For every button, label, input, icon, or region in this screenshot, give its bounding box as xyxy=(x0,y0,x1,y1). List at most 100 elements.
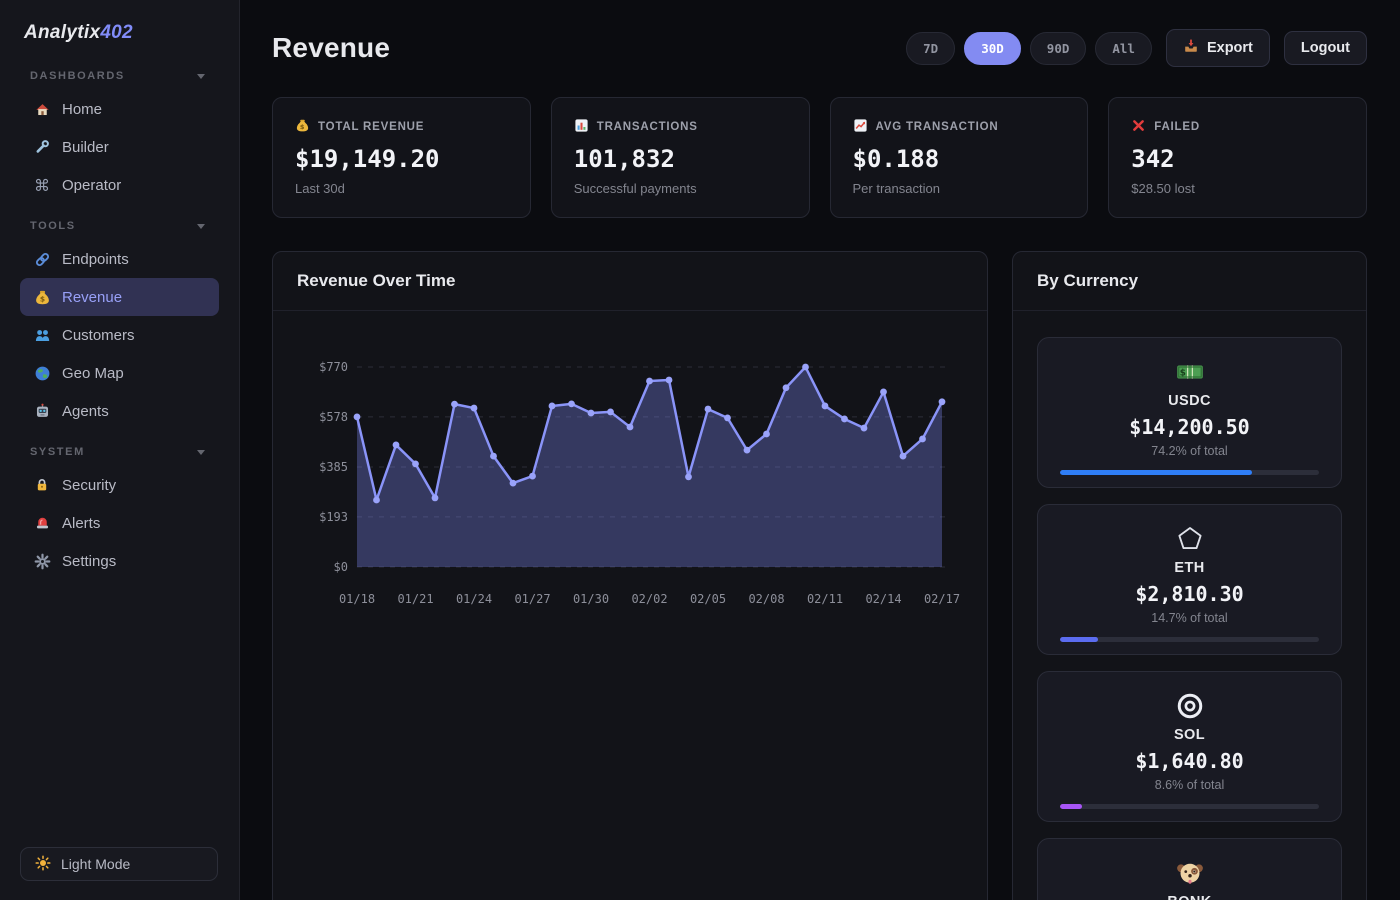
svg-text:$578: $578 xyxy=(319,410,348,424)
siren-icon xyxy=(33,514,51,532)
sidebar-item-revenue[interactable]: $ Revenue xyxy=(20,278,219,316)
sidebar-item-label: Revenue xyxy=(62,289,122,306)
range-button-7d[interactable]: 7D xyxy=(906,32,955,65)
main-content: Revenue 7D 30D 90D All Export Logout $ T… xyxy=(240,0,1400,900)
sidebar-item-builder[interactable]: Builder xyxy=(20,128,219,166)
currency-card-usdc[interactable]: $ USDC $14,200.50 74.2% of total xyxy=(1037,337,1342,488)
currency-progress-track xyxy=(1060,637,1319,642)
page-title: Revenue xyxy=(272,32,390,64)
svg-text:02/14: 02/14 xyxy=(865,592,901,606)
svg-text:$193: $193 xyxy=(319,510,348,524)
svg-text:02/05: 02/05 xyxy=(690,592,726,606)
chevron-down-icon xyxy=(197,450,205,455)
currency-share: 8.6% of total xyxy=(1060,778,1319,792)
svg-text:02/02: 02/02 xyxy=(631,592,667,606)
dog-icon xyxy=(1060,857,1319,889)
sidebar-item-alerts[interactable]: Alerts xyxy=(20,504,219,542)
stat-value: 342 xyxy=(1131,145,1344,173)
export-button[interactable]: Export xyxy=(1166,29,1270,67)
sidebar-item-label: Operator xyxy=(62,177,121,194)
stat-card-total-revenue: $ TOTAL REVENUE $19,149.20 Last 30d xyxy=(272,97,531,218)
currency-card-bonk[interactable]: BONK xyxy=(1037,838,1342,900)
sidebar-item-settings[interactable]: Settings xyxy=(20,542,219,580)
svg-text:$385: $385 xyxy=(319,460,348,474)
sidebar-item-security[interactable]: Security xyxy=(20,466,219,504)
sidebar: Analytix402 DASHBOARDS Home Builder ⌘ Op… xyxy=(0,0,240,900)
section-dashboards[interactable]: DASHBOARDS xyxy=(0,54,239,90)
currency-card-eth[interactable]: ETH $2,810.30 14.7% of total xyxy=(1037,504,1342,655)
sidebar-item-label: Alerts xyxy=(62,515,100,532)
wrench-icon xyxy=(33,138,51,156)
currency-amount: $2,810.30 xyxy=(1060,582,1319,606)
sidebar-item-endpoints[interactable]: Endpoints xyxy=(20,240,219,278)
currency-name: BONK xyxy=(1060,894,1319,900)
currency-list: $ USDC $14,200.50 74.2% of total ETH $2,… xyxy=(1013,311,1366,900)
currency-progress-track xyxy=(1060,804,1319,809)
by-currency-panel: By Currency $ USDC $14,200.50 74.2% of t… xyxy=(1012,251,1367,900)
svg-text:01/24: 01/24 xyxy=(456,592,492,606)
sidebar-item-label: Customers xyxy=(62,327,135,344)
brand-name: Analytix xyxy=(24,22,100,43)
svg-text:01/18: 01/18 xyxy=(339,592,375,606)
currency-panel-title: By Currency xyxy=(1013,252,1366,311)
money-bag-icon: $ xyxy=(295,118,310,136)
stat-label: TOTAL REVENUE xyxy=(318,121,424,133)
users-icon xyxy=(33,326,51,344)
sidebar-item-agents[interactable]: Agents xyxy=(20,392,219,430)
money-bag-icon: $ xyxy=(33,288,51,306)
stat-value: $0.188 xyxy=(853,145,1066,173)
lock-icon xyxy=(33,476,51,494)
currency-card-sol[interactable]: SOL $1,640.80 8.6% of total xyxy=(1037,671,1342,822)
topbar-controls: 7D 30D 90D All Export Logout xyxy=(906,29,1367,67)
range-button-30d[interactable]: 30D xyxy=(964,32,1021,65)
logout-label: Logout xyxy=(1301,40,1350,56)
export-label: Export xyxy=(1207,40,1253,56)
topbar: Revenue 7D 30D 90D All Export Logout xyxy=(272,26,1367,70)
logout-button[interactable]: Logout xyxy=(1284,31,1367,65)
revenue-over-time-panel: Revenue Over Time $770$578$385$193$001/1… xyxy=(272,251,988,900)
sidebar-item-customers[interactable]: Customers xyxy=(20,316,219,354)
bar-chart-icon xyxy=(574,118,589,136)
robot-icon xyxy=(33,402,51,420)
pentagon-icon xyxy=(1060,523,1319,555)
currency-share: 14.7% of total xyxy=(1060,611,1319,625)
currency-name: USDC xyxy=(1060,393,1319,409)
sidebar-item-operator[interactable]: ⌘ Operator xyxy=(20,166,219,204)
svg-text:$: $ xyxy=(1179,368,1185,378)
sidebar-item-label: Agents xyxy=(62,403,109,420)
chevron-down-icon xyxy=(197,74,205,79)
light-mode-toggle[interactable]: Light Mode xyxy=(20,847,218,881)
light-mode-label: Light Mode xyxy=(61,856,130,872)
section-label: DASHBOARDS xyxy=(30,70,125,82)
range-button-all[interactable]: All xyxy=(1095,32,1152,65)
revenue-chart[interactable]: $770$578$385$193$001/1801/2101/2401/2701… xyxy=(273,311,987,616)
chart-panel-title: Revenue Over Time xyxy=(273,252,987,311)
command-icon: ⌘ xyxy=(33,176,51,194)
cross-mark-icon xyxy=(1131,118,1146,136)
sidebar-item-geo-map[interactable]: Geo Map xyxy=(20,354,219,392)
sidebar-item-label: Settings xyxy=(62,553,116,570)
svg-text:02/11: 02/11 xyxy=(807,592,843,606)
stat-value: $19,149.20 xyxy=(295,145,508,173)
gear-icon xyxy=(33,552,51,570)
section-label: SYSTEM xyxy=(30,446,85,458)
section-system[interactable]: SYSTEM xyxy=(0,430,239,466)
sun-icon xyxy=(35,855,51,874)
stat-sub: Successful payments xyxy=(574,181,787,196)
currency-name: ETH xyxy=(1060,560,1319,576)
currency-progress-track xyxy=(1060,470,1319,475)
sidebar-item-label: Geo Map xyxy=(62,365,124,382)
range-button-90d[interactable]: 90D xyxy=(1030,32,1087,65)
currency-progress-fill xyxy=(1060,804,1082,809)
stat-card-avg-transaction: AVG TRANSACTION $0.188 Per transaction xyxy=(830,97,1089,218)
sidebar-item-home[interactable]: Home xyxy=(20,90,219,128)
brand-logo: Analytix402 xyxy=(0,0,239,54)
svg-text:$770: $770 xyxy=(319,360,348,374)
stat-label: TRANSACTIONS xyxy=(597,121,698,133)
svg-text:$: $ xyxy=(39,294,44,303)
currency-name: SOL xyxy=(1060,727,1319,743)
section-tools[interactable]: TOOLS xyxy=(0,204,239,240)
bullseye-icon xyxy=(1060,690,1319,722)
inbox-tray-icon xyxy=(1183,38,1199,58)
svg-text:02/17: 02/17 xyxy=(924,592,960,606)
